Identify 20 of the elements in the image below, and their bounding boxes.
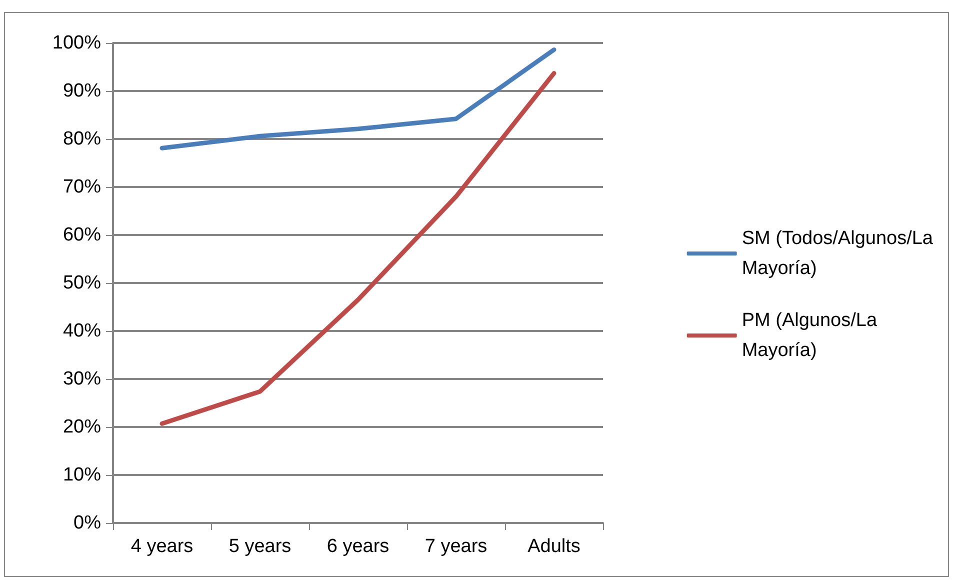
y-tick-label: 50% xyxy=(62,272,102,294)
x-tick-label: 7 years xyxy=(424,536,488,557)
legend-label: SM (Todos/Algunos/La Mayoría) xyxy=(742,228,934,279)
x-tick-label: 4 years xyxy=(130,536,194,557)
legend-label: PM (Algunos/La Mayoría) xyxy=(742,310,878,361)
x-tick-label: 6 years xyxy=(326,536,390,557)
y-tick-label: 90% xyxy=(62,80,102,102)
y-tick-label: 60% xyxy=(62,224,102,246)
x-tick-label: Adults xyxy=(528,536,580,557)
y-tick-label: 70% xyxy=(62,176,102,198)
y-tick-label: 100% xyxy=(52,32,102,54)
y-tick-label: 20% xyxy=(62,416,102,438)
y-tick-label: 30% xyxy=(62,368,102,390)
y-tick-label: 80% xyxy=(62,128,102,150)
y-tick-label: 10% xyxy=(62,464,102,486)
x-tick-label: 5 years xyxy=(228,536,292,557)
y-tick-label: 0% xyxy=(74,512,102,534)
line-series xyxy=(160,47,556,150)
y-tick-label: 40% xyxy=(62,320,102,342)
line-series xyxy=(160,70,556,426)
